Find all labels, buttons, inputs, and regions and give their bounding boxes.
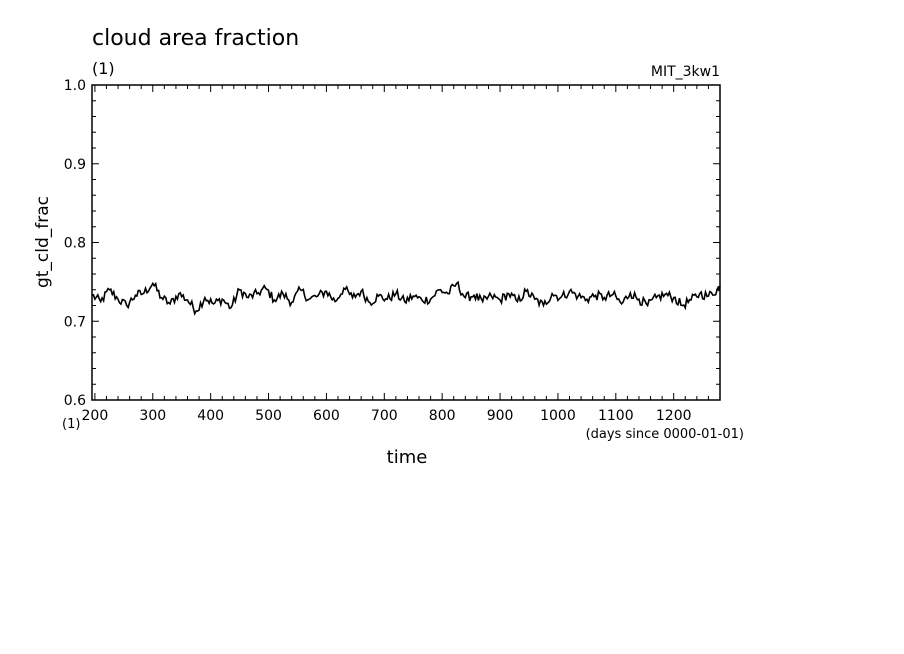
axis-ticks (92, 84, 721, 401)
x-tick-label: 200 (82, 408, 109, 424)
y-tick-label: 1.0 (64, 78, 86, 94)
dataset-label: MIT_3kw1 (651, 64, 720, 80)
y-axis-label: gt_cld_frac (33, 196, 53, 288)
x-tick-label: 500 (255, 408, 282, 424)
x-tick-label: 800 (429, 408, 456, 424)
x-tick-label: 1100 (598, 408, 634, 424)
x-tick-label: 300 (139, 408, 166, 424)
x-tick-label: 1200 (656, 408, 692, 424)
x-tick-label: 600 (313, 408, 340, 424)
chart-title: cloud area fraction (92, 26, 299, 51)
series-line (91, 280, 721, 316)
y-tick-label: 0.9 (64, 157, 86, 173)
units-label: (1) (92, 59, 115, 78)
y-tick-label: 0.7 (64, 314, 86, 330)
x-tick-label: 900 (487, 408, 514, 424)
x-tick-label: 1000 (540, 408, 576, 424)
x-units-label: (days since 0000-01-01) (586, 427, 744, 442)
plot-frame (91, 84, 721, 401)
y-tick-label: 0.6 (64, 393, 86, 409)
y-tick-label: 0.8 (64, 236, 86, 252)
x-tick-label: 400 (197, 408, 224, 424)
x-units-short-label: (1) (62, 417, 80, 432)
x-tick-label: 700 (371, 408, 398, 424)
x-axis-label: time (387, 447, 428, 468)
tick-labels: 200 300 400 500 600 700 800 900 1000 1100 1200 0.6 0… (64, 78, 692, 424)
series-layer (91, 280, 721, 316)
